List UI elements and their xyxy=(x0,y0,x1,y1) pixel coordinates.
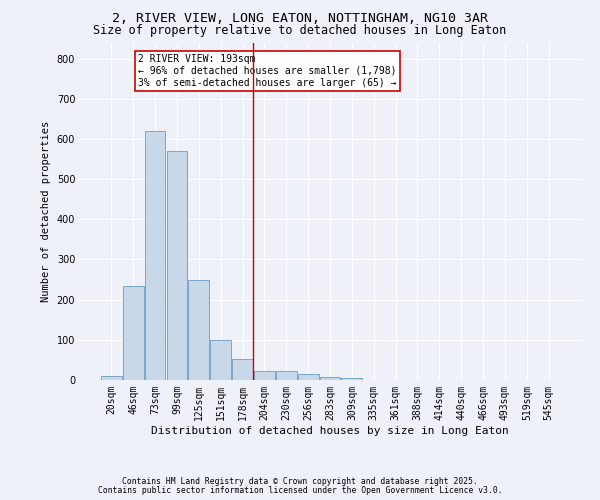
Bar xyxy=(101,376,122,380)
Bar xyxy=(167,151,187,380)
Bar xyxy=(188,280,209,380)
Bar xyxy=(276,371,296,380)
Bar xyxy=(320,377,340,380)
Bar xyxy=(145,131,166,380)
X-axis label: Distribution of detached houses by size in Long Eaton: Distribution of detached houses by size … xyxy=(151,426,509,436)
Text: Contains HM Land Registry data © Crown copyright and database right 2025.: Contains HM Land Registry data © Crown c… xyxy=(122,477,478,486)
Text: Size of property relative to detached houses in Long Eaton: Size of property relative to detached ho… xyxy=(94,24,506,37)
Text: 2, RIVER VIEW, LONG EATON, NOTTINGHAM, NG10 3AR: 2, RIVER VIEW, LONG EATON, NOTTINGHAM, N… xyxy=(112,12,488,26)
Bar xyxy=(341,378,362,380)
Bar xyxy=(210,340,231,380)
Bar xyxy=(123,286,143,380)
Text: Contains public sector information licensed under the Open Government Licence v3: Contains public sector information licen… xyxy=(98,486,502,495)
Y-axis label: Number of detached properties: Number of detached properties xyxy=(41,120,51,302)
Bar xyxy=(232,359,253,380)
Bar xyxy=(298,374,319,380)
Text: 2 RIVER VIEW: 193sqm
← 96% of detached houses are smaller (1,798)
3% of semi-det: 2 RIVER VIEW: 193sqm ← 96% of detached h… xyxy=(139,54,397,88)
Bar xyxy=(254,371,275,380)
